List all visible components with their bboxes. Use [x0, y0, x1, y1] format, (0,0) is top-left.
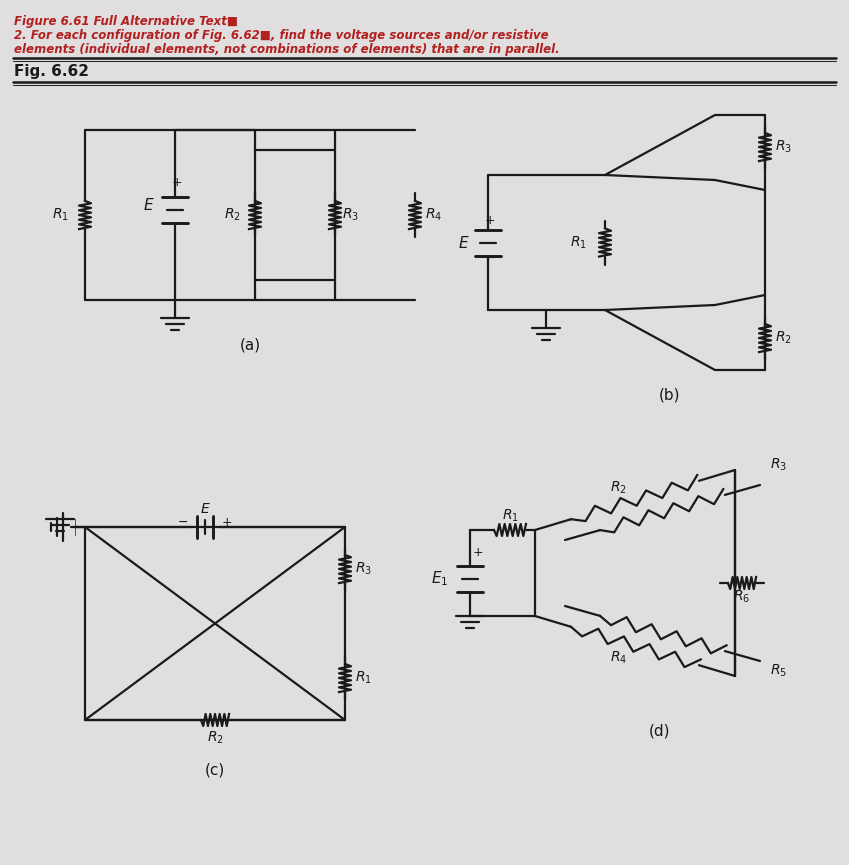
- Text: $R_2$: $R_2$: [610, 480, 627, 497]
- Text: (d): (d): [649, 723, 671, 739]
- Text: $R_1$: $R_1$: [355, 670, 372, 686]
- Text: 2. For each configuration of Fig. 6.62■, find the voltage sources and/or resisti: 2. For each configuration of Fig. 6.62■,…: [14, 29, 548, 42]
- Text: +: +: [473, 546, 484, 559]
- Text: $R_2$: $R_2$: [775, 330, 792, 346]
- Text: Figure 6.61 Full Alternative Text■: Figure 6.61 Full Alternative Text■: [14, 15, 238, 28]
- Text: Fig. 6.62: Fig. 6.62: [14, 64, 89, 79]
- Text: $R_3$: $R_3$: [775, 138, 792, 155]
- Text: $R_3$: $R_3$: [770, 457, 787, 473]
- Text: −: −: [172, 216, 183, 229]
- Text: $R_6$: $R_6$: [734, 589, 751, 606]
- Text: −: −: [485, 252, 496, 265]
- Text: $E$: $E$: [143, 197, 155, 213]
- Text: $R_1$: $R_1$: [571, 234, 587, 251]
- Text: (c): (c): [205, 763, 225, 778]
- Text: $R_1$: $R_1$: [52, 207, 69, 223]
- Text: $R_2$: $R_2$: [206, 730, 223, 746]
- Text: $R_5$: $R_5$: [770, 663, 787, 679]
- Text: $R_3$: $R_3$: [342, 207, 359, 223]
- Text: $E$: $E$: [200, 502, 211, 516]
- Text: +: +: [485, 214, 496, 227]
- Text: $E_1$: $E_1$: [430, 570, 448, 588]
- Text: (a): (a): [239, 337, 261, 353]
- Text: $R_4$: $R_4$: [425, 207, 442, 223]
- Text: +: +: [222, 516, 233, 529]
- Text: elements (individual elements, not combinations of elements) that are in paralle: elements (individual elements, not combi…: [14, 43, 559, 56]
- Text: $E$: $E$: [458, 234, 470, 251]
- Text: $R_4$: $R_4$: [610, 650, 627, 666]
- Text: $R_3$: $R_3$: [355, 561, 372, 577]
- Text: $R_1$: $R_1$: [502, 508, 519, 524]
- Text: $R_2$: $R_2$: [224, 207, 241, 223]
- Text: (b): (b): [660, 388, 681, 402]
- Text: −: −: [177, 516, 188, 529]
- Text: +: +: [172, 176, 183, 189]
